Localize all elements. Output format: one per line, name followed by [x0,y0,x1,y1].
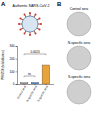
tick-label: S-specific sera [36,84,49,102]
spike [19,24,22,25]
well-label: S-specific sera [68,75,90,79]
diagram-title: Authentic SARS-CoV-2 [13,4,50,8]
tick-label: Control sera [16,84,27,100]
tick: Control sera [16,84,27,100]
well-label: N-specific sera [68,41,91,45]
spike-head [39,29,41,31]
spike [25,31,27,34]
spike [20,19,23,21]
bar [31,82,39,84]
tick: 200 [9,57,17,61]
spike [25,14,27,17]
spike-head [18,23,20,25]
spike-head [19,29,21,31]
spike-head [35,13,37,15]
tick-label: 300 [9,44,14,48]
tick: S-specific sera [36,84,49,103]
bars [20,65,49,84]
spike [20,28,23,30]
spike-head [24,13,26,15]
wells: Control sera N-specific sera S-specific se… [67,7,91,104]
panel-label: B [57,1,62,7]
tick: 300 [9,44,17,48]
spike-head [39,18,41,20]
well [67,46,91,70]
spike [30,13,31,16]
tick: 0 [13,82,17,86]
spike-head [24,33,26,35]
bar [42,65,50,84]
spike-head [40,23,42,25]
spike [34,14,36,17]
tick-mark [16,71,18,72]
annotation: 0.0024 [30,50,40,54]
figure: A B Authentic SARS-CoV-2 0 100 200 300 Control … [0,0,100,114]
annotations: ns 0.0024 [24,50,46,77]
tick-mark [16,59,18,60]
axis-line [16,47,18,85]
spike [34,31,36,34]
spike [37,28,40,30]
tick-label: 200 [9,57,14,61]
well [67,12,91,36]
virus-icon [18,12,42,36]
well-label: Control sera [70,7,89,11]
tick-label: 100 [9,70,14,74]
y-axis: 0 100 200 300 [9,44,17,86]
tick-mark [16,84,18,85]
spike-head [35,33,37,35]
bar [20,83,28,84]
panel-label: A [1,1,6,7]
tick-label: 0 [13,82,15,86]
spike-head [29,34,31,36]
y-axis-title: PRNT50 (fold dilution) [1,50,5,80]
tick-mark [16,46,18,47]
tick: 100 [9,70,17,74]
x-axis: Control seraN-specific seraS-specific se… [16,84,54,103]
annotation: ns [28,72,32,76]
well [67,80,91,104]
spike-head [19,18,21,20]
virus-body [22,16,38,32]
spike [38,24,41,25]
spike [37,19,40,21]
spike-head [29,12,31,14]
spike [30,32,31,35]
